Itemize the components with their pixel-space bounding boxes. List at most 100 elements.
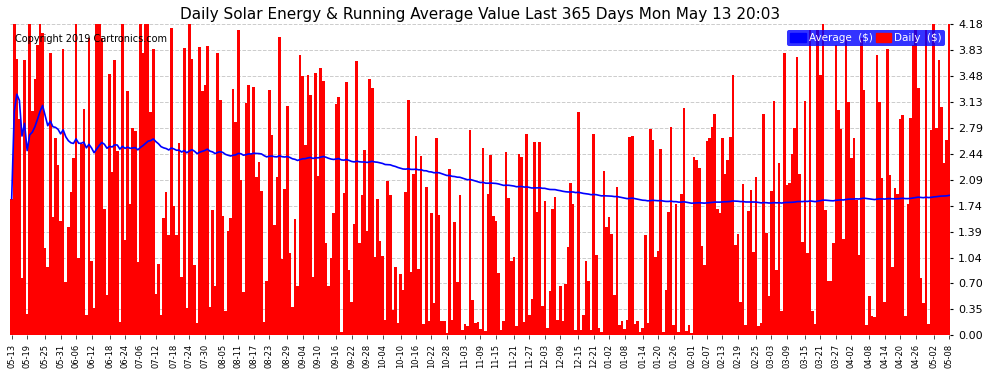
Bar <box>899 118 902 335</box>
Bar <box>415 136 418 335</box>
Bar <box>734 245 737 335</box>
Bar <box>729 137 732 335</box>
Bar <box>407 100 410 335</box>
Bar <box>325 243 327 335</box>
Bar <box>582 315 585 335</box>
Bar <box>703 265 706 335</box>
Bar <box>268 90 270 335</box>
Bar <box>822 24 825 335</box>
Bar <box>935 128 938 335</box>
Bar <box>108 74 111 335</box>
Bar <box>659 149 662 335</box>
Bar <box>621 321 624 335</box>
Bar <box>765 232 767 335</box>
Bar <box>605 227 608 335</box>
Bar <box>690 333 693 335</box>
Bar <box>574 330 577 335</box>
Bar <box>925 30 928 335</box>
Bar <box>88 38 90 335</box>
Bar <box>528 315 531 335</box>
Bar <box>749 189 752 335</box>
Bar <box>642 328 644 335</box>
Bar <box>214 286 217 335</box>
Bar <box>121 24 124 335</box>
Bar <box>688 325 690 335</box>
Bar <box>654 256 656 335</box>
Bar <box>778 163 780 335</box>
Bar <box>863 90 865 335</box>
Bar <box>119 322 121 335</box>
Bar <box>283 189 286 335</box>
Bar <box>804 101 806 335</box>
Bar <box>322 81 325 335</box>
Bar <box>825 210 827 335</box>
Bar <box>556 320 559 335</box>
Bar <box>240 180 243 335</box>
Bar <box>539 142 541 335</box>
Bar <box>418 268 420 335</box>
Bar <box>441 321 444 335</box>
Bar <box>904 316 907 335</box>
Bar <box>206 46 209 335</box>
Title: Daily Solar Energy & Running Average Value Last 365 Days Mon May 13 20:03: Daily Solar Energy & Running Average Val… <box>180 7 780 22</box>
Bar <box>716 209 719 335</box>
Bar <box>721 138 724 335</box>
Bar <box>224 311 227 335</box>
Bar <box>907 204 909 335</box>
Bar <box>42 33 44 335</box>
Bar <box>515 326 518 335</box>
Bar <box>637 321 639 335</box>
Bar <box>260 191 262 335</box>
Bar <box>847 102 850 335</box>
Bar <box>502 321 505 335</box>
Bar <box>56 165 59 335</box>
Bar <box>381 256 384 335</box>
Bar <box>304 145 307 335</box>
Bar <box>152 49 154 335</box>
Bar <box>347 270 350 335</box>
Bar <box>757 326 760 335</box>
Bar <box>469 130 471 335</box>
Bar <box>379 242 381 335</box>
Bar <box>386 181 389 335</box>
Bar <box>314 73 317 335</box>
Bar <box>476 322 479 335</box>
Bar <box>838 111 840 335</box>
Bar <box>18 119 21 335</box>
Bar <box>47 267 50 335</box>
Bar <box>428 321 431 335</box>
Bar <box>103 209 106 335</box>
Bar <box>669 128 672 335</box>
Bar <box>327 286 330 335</box>
Bar <box>812 311 814 335</box>
Bar <box>425 187 428 335</box>
Bar <box>656 252 659 335</box>
Bar <box>767 296 770 335</box>
Bar <box>917 88 920 335</box>
Bar <box>165 192 167 335</box>
Bar <box>402 290 405 335</box>
Bar <box>167 235 170 335</box>
Bar <box>796 57 799 335</box>
Bar <box>634 324 637 335</box>
Bar <box>786 185 788 335</box>
Bar <box>376 199 379 335</box>
Bar <box>830 281 832 335</box>
Bar <box>698 168 701 335</box>
Bar <box>211 210 214 335</box>
Bar <box>162 219 165 335</box>
Bar <box>273 225 275 335</box>
Bar <box>265 282 268 335</box>
Bar <box>410 272 412 335</box>
Bar <box>541 306 544 335</box>
Bar <box>672 325 675 335</box>
Bar <box>116 151 119 335</box>
Bar <box>343 193 346 335</box>
Bar <box>29 24 31 335</box>
Bar <box>219 100 222 335</box>
Bar <box>548 291 551 335</box>
Bar <box>154 294 157 335</box>
Bar <box>945 140 947 335</box>
Bar <box>752 252 754 335</box>
Bar <box>248 86 249 335</box>
